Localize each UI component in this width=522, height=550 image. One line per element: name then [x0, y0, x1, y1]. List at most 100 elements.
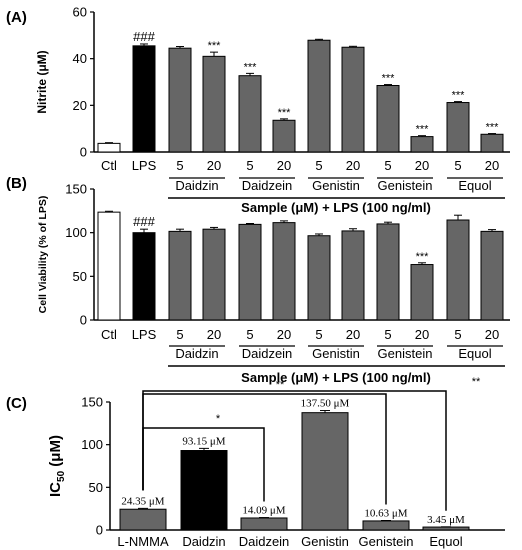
x-tick-label: Daidzein	[239, 534, 290, 549]
y-tick-label: 150	[81, 395, 103, 410]
data-label: 10.63 μM	[364, 508, 407, 520]
bar	[410, 136, 434, 153]
bar	[480, 133, 504, 153]
y-tick-label: 50	[89, 480, 103, 495]
x-tick-label: 20	[485, 158, 499, 173]
x-tick-label: 20	[277, 158, 291, 173]
x-tick-label: 20	[277, 327, 291, 342]
y-tick-label: 100	[81, 437, 103, 452]
significance-mark: ***	[244, 61, 258, 73]
y-axis-title-unit: (μM)	[47, 435, 64, 471]
x-tick-label: 5	[384, 327, 391, 342]
significance-bracket	[142, 390, 447, 511]
significance-mark: ***	[416, 124, 430, 136]
bar	[272, 119, 296, 153]
bar	[240, 517, 288, 531]
significance-mark: ***	[208, 40, 222, 52]
significance-mark: ***	[416, 251, 430, 263]
x-tick-label: Genistin	[301, 534, 349, 549]
x-tick-label: 20	[415, 327, 429, 342]
x-tick-label: 20	[346, 327, 360, 342]
significance-mark: **	[276, 379, 285, 391]
bar	[410, 264, 434, 321]
bar	[341, 230, 365, 321]
data-label: 137.50 μM	[301, 398, 350, 410]
x-tick-label: Ctl	[101, 158, 117, 173]
x-tick-label: 5	[454, 158, 461, 173]
x-tick-label: 20	[346, 158, 360, 173]
y-tick-label: 150	[65, 182, 87, 197]
panel-label: (C)	[6, 395, 27, 412]
y-tick-label: 60	[73, 5, 87, 20]
y-tick-label: 20	[73, 98, 87, 113]
bar	[168, 230, 192, 321]
y-axis-title-subscript: 50	[56, 470, 67, 482]
bar	[238, 75, 262, 153]
panel-label: (B)	[6, 175, 27, 192]
y-tick-label: 0	[80, 313, 87, 328]
significance-mark: ###	[133, 214, 155, 229]
x-tick-label: 20	[207, 158, 221, 173]
significance-mark: ***	[278, 107, 292, 119]
significance-mark: ***	[382, 73, 396, 85]
bar	[97, 142, 121, 153]
bar	[202, 55, 226, 153]
bar	[202, 228, 226, 321]
bar	[307, 235, 331, 321]
significance-mark: ***	[452, 90, 466, 102]
bar	[480, 230, 504, 321]
group-label: Genistein	[378, 178, 433, 193]
y-tick-label: 0	[96, 523, 103, 538]
bar	[168, 47, 192, 153]
x-tick-label: 5	[176, 327, 183, 342]
group-label: Daidzein	[242, 178, 293, 193]
bar	[132, 232, 156, 321]
bar	[301, 412, 349, 531]
x-tick-label: Genistein	[359, 534, 414, 549]
y-tick-label: 0	[80, 145, 87, 160]
bar	[376, 85, 400, 153]
bar	[238, 223, 262, 321]
bar	[446, 219, 470, 321]
x-tick-label: 5	[315, 158, 322, 173]
y-axis-title: Cell Viability (% of LPS)	[37, 196, 49, 314]
bar	[446, 102, 470, 153]
group-label: Equol	[458, 346, 491, 361]
data-label: 3.45 μM	[427, 514, 465, 526]
y-tick-label: 50	[73, 269, 87, 284]
y-tick-label: 100	[65, 225, 87, 240]
data-label: 93.15 μM	[182, 435, 225, 447]
panel-b-viability-chart: (B) 0 50 100 150 Cell Viability (% of LPS) Ctl…	[6, 175, 510, 385]
y-axis-title: IC50 (μM)	[47, 435, 67, 497]
x-tick-label: 20	[207, 327, 221, 342]
significance-mark: ***	[486, 122, 500, 134]
bar	[422, 526, 470, 531]
y-tick-label: 40	[73, 51, 87, 66]
bar	[119, 508, 167, 531]
significance-mark: ###	[133, 29, 155, 44]
x-tick-label: LPS	[132, 327, 157, 342]
x-tick-label: Daidzin	[182, 534, 225, 549]
bar	[376, 223, 400, 321]
group-label: Genistin	[312, 346, 360, 361]
x-tick-label: 20	[485, 327, 499, 342]
group-label: Daidzein	[242, 346, 293, 361]
x-tick-label: 5	[454, 327, 461, 342]
bar	[132, 45, 156, 153]
treatment-label: Sample (μM) + LPS (100 ng/ml)	[241, 200, 431, 215]
x-tick-label: L-NMMA	[117, 534, 169, 549]
bar	[180, 450, 228, 531]
bar	[362, 520, 410, 531]
bar	[272, 222, 296, 321]
panel-a-nitrite-chart: (A) 0 20 40 60 Nitrite (μM) Ctl ### LPS 5 *** 20 ***…	[6, 5, 510, 215]
significance-mark: *	[216, 413, 221, 425]
group-label: Genistein	[378, 346, 433, 361]
x-tick-label: LPS	[132, 158, 157, 173]
x-tick-label: Ctl	[101, 327, 117, 342]
x-tick-label: 5	[315, 327, 322, 342]
group-label: Daidzin	[175, 178, 218, 193]
y-axis-title-main: IC	[47, 482, 64, 497]
data-label: 14.09 μM	[242, 505, 285, 517]
bar	[97, 211, 121, 321]
